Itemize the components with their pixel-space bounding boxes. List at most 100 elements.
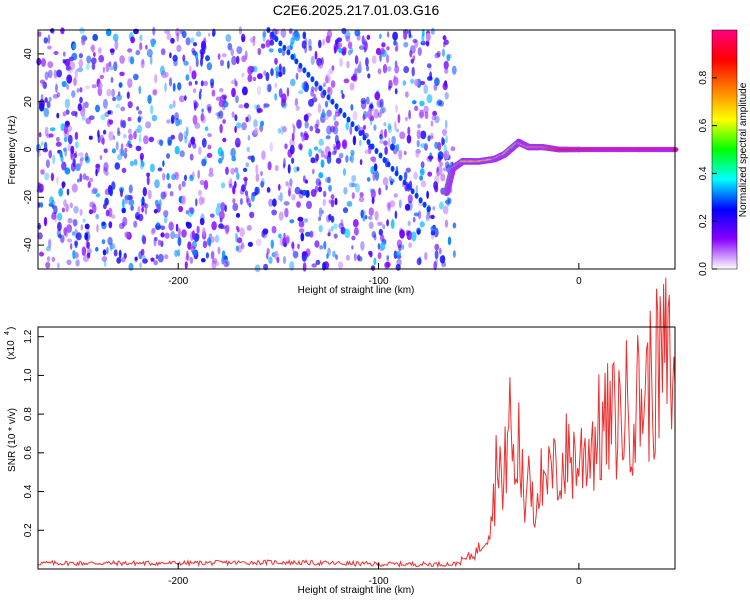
noise-speckle <box>247 74 253 83</box>
noise-speckle <box>419 168 425 176</box>
noise-speckle <box>124 194 131 201</box>
noise-speckle <box>313 158 318 164</box>
noise-speckle <box>168 104 174 109</box>
noise-speckle <box>352 219 359 228</box>
noise-speckle <box>120 257 126 263</box>
noise-speckle <box>312 168 315 175</box>
noise-speckle <box>189 65 192 74</box>
noise-speckle <box>116 94 122 101</box>
noise-speckle <box>337 42 343 48</box>
noise-speckle <box>78 53 83 59</box>
noise-speckle <box>301 82 306 91</box>
noise-speckle <box>61 161 67 171</box>
noise-speckle <box>390 143 395 151</box>
spectrogram-y-ticks: -40 -20 0 20 40 <box>23 48 44 252</box>
noise-speckle <box>338 222 344 230</box>
noise-speckle <box>379 33 382 40</box>
noise-speckle <box>320 159 325 168</box>
noise-speckle <box>200 113 205 122</box>
noise-speckle <box>50 214 56 220</box>
noise-speckle <box>437 171 440 177</box>
noise-speckle <box>208 32 211 37</box>
x-tick-label: 0 <box>576 276 582 287</box>
noise-speckle <box>103 167 108 175</box>
noise-speckle <box>373 257 377 266</box>
noise-speckle <box>394 121 397 132</box>
noise-speckle <box>69 202 73 209</box>
noise-speckle <box>285 234 290 245</box>
noise-speckle <box>140 59 145 69</box>
noise-speckle <box>250 155 255 163</box>
noise-speckle <box>350 149 355 156</box>
noise-speckle <box>327 151 332 158</box>
snr-y-axis-label: SNR (10 * v/v) <box>7 408 18 472</box>
noise-speckle <box>282 126 287 133</box>
noise-speckle <box>420 180 427 188</box>
noise-speckle <box>253 127 259 135</box>
noise-speckle <box>171 174 177 181</box>
noise-speckle <box>234 137 241 148</box>
noise-speckle <box>214 234 220 243</box>
noise-speckle <box>104 188 111 196</box>
noise-speckle <box>184 135 188 144</box>
noise-speckle <box>216 203 222 208</box>
noise-speckle <box>135 145 142 152</box>
noise-speckle <box>155 222 161 231</box>
noise-speckle <box>394 46 398 52</box>
noise-speckle <box>380 47 385 55</box>
noise-speckle <box>120 119 123 128</box>
noise-speckle <box>371 231 377 238</box>
noise-speckle <box>185 74 190 81</box>
noise-speckle <box>166 153 170 159</box>
noise-speckle <box>379 52 382 63</box>
noise-speckle <box>241 122 247 131</box>
noise-speckle <box>311 97 318 103</box>
noise-speckle <box>218 100 225 108</box>
noise-speckle <box>235 232 239 243</box>
noise-speckle <box>374 91 381 101</box>
noise-speckle <box>202 196 206 204</box>
noise-speckle <box>368 215 373 220</box>
noise-speckle <box>241 72 245 78</box>
noise-speckle <box>73 205 79 214</box>
noise-speckle <box>228 183 233 189</box>
noise-speckle <box>202 227 206 237</box>
noise-speckle <box>71 110 77 116</box>
noise-speckle <box>289 178 293 187</box>
noise-speckle <box>297 216 304 222</box>
noise-speckle <box>325 35 331 44</box>
noise-speckle <box>79 208 83 216</box>
noise-speckle <box>200 258 206 263</box>
noise-speckle <box>419 221 425 228</box>
noise-speckle <box>324 100 329 108</box>
noise-speckle <box>199 48 206 55</box>
chirp-mark <box>418 197 423 204</box>
noise-speckle <box>314 240 320 248</box>
noise-speckle <box>341 139 348 150</box>
noise-speckle <box>211 221 217 231</box>
noise-speckle <box>181 180 186 188</box>
snr-plot-area <box>38 327 675 569</box>
noise-speckle <box>444 119 448 130</box>
noise-speckle <box>230 167 235 175</box>
noise-speckle <box>230 80 236 85</box>
noise-speckle <box>174 112 179 121</box>
noise-speckle <box>220 202 226 212</box>
noise-speckle <box>291 35 297 41</box>
noise-speckle <box>241 33 246 43</box>
noise-speckle <box>164 82 167 93</box>
noise-speckle <box>302 251 309 259</box>
noise-speckle <box>296 119 302 129</box>
noise-speckle <box>322 38 326 46</box>
noise-speckle <box>201 138 207 148</box>
noise-speckle <box>188 207 194 213</box>
noise-speckle <box>235 55 240 65</box>
noise-speckle <box>91 84 97 89</box>
noise-speckle <box>210 250 215 260</box>
noise-speckle <box>142 258 148 264</box>
noise-speckle <box>365 57 369 67</box>
noise-speckle <box>430 214 435 220</box>
noise-speckle <box>174 233 179 239</box>
noise-speckle <box>253 118 258 128</box>
noise-speckle <box>435 257 438 266</box>
